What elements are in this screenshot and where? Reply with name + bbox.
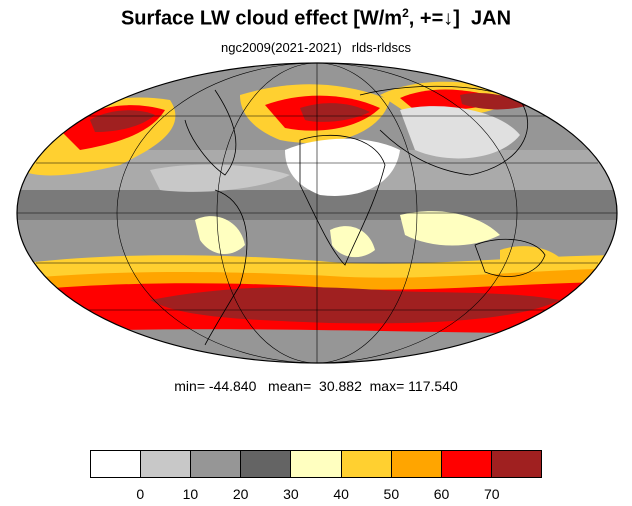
sahara-dry [285, 138, 400, 196]
variable-label: rlds-rldscs [351, 40, 411, 55]
africa-coast [299, 134, 386, 266]
antarctic-edge [17, 329, 617, 363]
legend-box-4 [291, 451, 342, 477]
legend-box-6 [391, 451, 442, 477]
plot-subtitle: ngc2009(2021-2021) rlds-rldscs [0, 40, 632, 55]
legend-ticks: 0 10 20 30 40 50 60 70 [90, 486, 542, 504]
legend-tick-label: 30 [283, 486, 299, 502]
legend-box-1 [141, 451, 192, 477]
legend-box-0 [91, 451, 142, 477]
australia-coast [474, 238, 546, 277]
legend-tick-label: 10 [182, 486, 199, 502]
legend-box-3 [241, 451, 292, 477]
north-pacific-max [90, 110, 155, 132]
legend-tick-label: 20 [232, 486, 249, 502]
statistics-line: min= -44.840 mean= 30.882 max= 117.540 [174, 378, 458, 394]
north-america-coast [184, 89, 237, 176]
indian-ocean-high [400, 211, 500, 246]
south-america-high [195, 216, 245, 255]
map-border [16, 62, 618, 364]
plot-title: Surface LW cloud effect [W/m2, +=↓] JAN [120, 6, 512, 30]
legend-tick-label: 50 [383, 486, 400, 502]
legend-box-8 [491, 451, 541, 477]
legend-tick-label: 0 [136, 486, 145, 502]
legend-tick-label: 70 [483, 486, 500, 502]
legend-tick-label: 40 [333, 486, 349, 502]
europe-max [460, 93, 530, 110]
north-atlantic-max [300, 103, 370, 122]
africa-south-high [330, 226, 375, 258]
south-america-coast [204, 189, 248, 346]
case-label: ngc2009(2021-2021) [221, 40, 342, 55]
color-legend [90, 450, 542, 478]
legend-box-5 [341, 451, 392, 477]
legend-box-2 [191, 451, 242, 477]
eurasia-coast [359, 85, 529, 176]
map-field [17, 63, 617, 363]
coastlines [184, 85, 546, 346]
legend-tick-label: 60 [433, 486, 450, 502]
asia-dry [400, 106, 520, 159]
legend-box-7 [441, 451, 492, 477]
southern-ocean-max [150, 287, 560, 324]
